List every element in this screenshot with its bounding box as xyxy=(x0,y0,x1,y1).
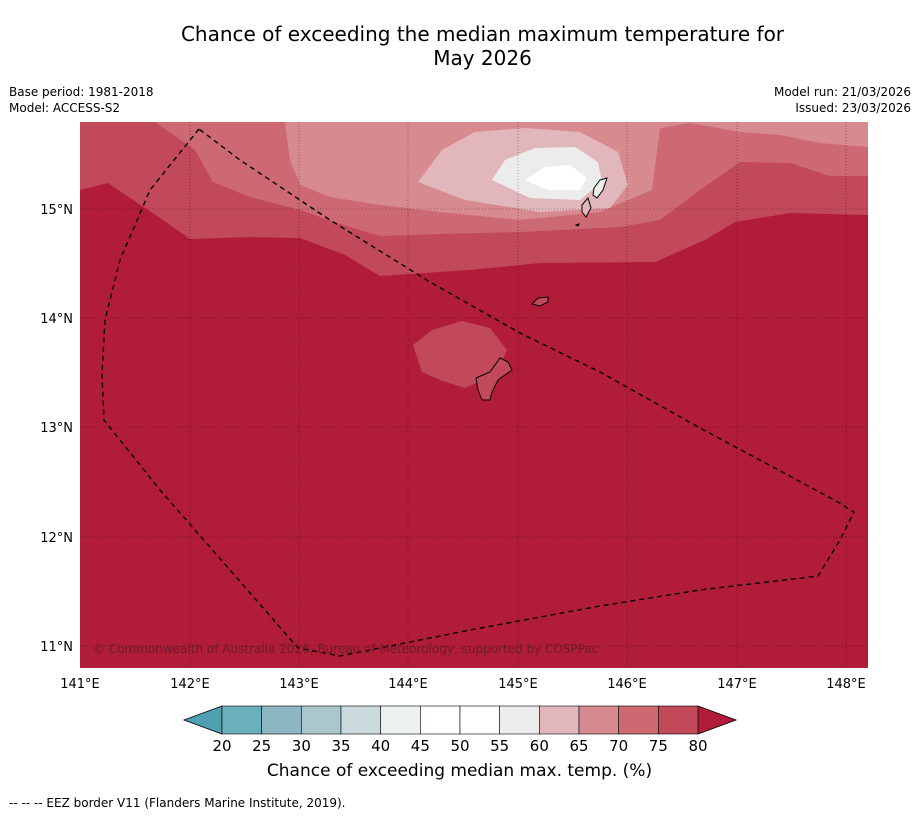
aguijan-island xyxy=(574,223,580,227)
colorbar-high-extend xyxy=(697,705,738,735)
colorbar-segment xyxy=(301,705,342,735)
colorbar-label: 50 xyxy=(450,737,469,755)
colorbar-label: 40 xyxy=(371,737,390,755)
colorbar-label: 75 xyxy=(649,737,668,755)
model-run: Model run: 21/03/2026 xyxy=(773,85,911,99)
map-title: Chance of exceeding the median maximum t… xyxy=(0,22,919,70)
colorbar-label: 35 xyxy=(331,737,350,755)
colorbar-label: 80 xyxy=(688,737,707,755)
islands xyxy=(475,177,608,401)
eez-border xyxy=(101,128,855,657)
lat-tick-14: 14°N xyxy=(40,312,73,327)
lon-tick-144: 144°E xyxy=(388,677,428,692)
guam-warm-patch xyxy=(413,321,507,388)
colorbar-label: 60 xyxy=(530,737,549,755)
lon-tick-labels: 141°E 142°E 143°E 144°E 145°E 146°E 147°… xyxy=(60,677,866,692)
title-line-2: May 2026 xyxy=(433,46,532,70)
lon-tick-146: 146°E xyxy=(607,677,647,692)
colorbar-segment xyxy=(340,705,381,735)
model-name: Model: ACCESS-S2 xyxy=(9,101,121,115)
colorbar-label: 70 xyxy=(609,737,628,755)
colorbar-label: 45 xyxy=(411,737,430,755)
eez-footnote: -- -- -- EEZ border V11 (Flanders Marine… xyxy=(9,796,346,810)
lat-tick-labels: 15°N 14°N 13°N 12°N 11°N xyxy=(40,203,73,655)
colorbar-segment xyxy=(459,705,500,735)
colorbar-label: 55 xyxy=(490,737,509,755)
colorbar-segment xyxy=(658,705,699,735)
colorbar-segment xyxy=(261,705,302,735)
colorbar-title: Chance of exceeding median max. temp. (%… xyxy=(266,761,653,781)
lat-tick-11: 11°N xyxy=(40,640,73,655)
colorbar-segment xyxy=(578,705,619,735)
saipan-island xyxy=(592,177,608,199)
colorbar-label: 30 xyxy=(292,737,311,755)
title-line-1: Chance of exceeding the median maximum t… xyxy=(180,22,785,46)
rota-island xyxy=(531,296,549,307)
base-period: Base period: 1981-2018 xyxy=(9,85,154,99)
map-area: © Commonwealth of Australia 2026, Bureau… xyxy=(80,122,868,668)
colorbar-low-extend xyxy=(182,705,223,735)
colorbar-segment xyxy=(618,705,659,735)
copyright-text: © Commonwealth of Australia 2026, Bureau… xyxy=(93,642,598,656)
lon-tick-145: 145°E xyxy=(498,677,538,692)
colorbar-segment xyxy=(380,705,421,735)
colorbar-label: 65 xyxy=(569,737,588,755)
lon-tick-141: 141°E xyxy=(60,677,100,692)
lon-tick-142: 142°E xyxy=(170,677,210,692)
colorbar-label: 20 xyxy=(212,737,231,755)
colorbar: 20 25 30 35 40 45 50 55 60 65 70 75 80 xyxy=(182,705,738,755)
lat-tick-13: 13°N xyxy=(40,421,73,436)
colorbar-segment xyxy=(539,705,580,735)
meta-right: Model run: 21/03/2026 Issued: 23/03/2026 xyxy=(774,84,911,116)
lon-tick-148: 148°E xyxy=(826,677,866,692)
lon-tick-147: 147°E xyxy=(717,677,757,692)
lat-tick-15: 15°N xyxy=(40,203,73,218)
issued-date: Issued: 23/03/2026 xyxy=(795,101,911,115)
meta-left: Base period: 1981-2018 Model: ACCESS-S2 xyxy=(9,84,154,116)
colorbar-label: 25 xyxy=(252,737,271,755)
lon-tick-143: 143°E xyxy=(279,677,319,692)
band-50 xyxy=(525,165,587,190)
colorbar-segment xyxy=(420,705,461,735)
colorbar-segment xyxy=(221,705,262,735)
graticule xyxy=(80,122,868,668)
guam-island xyxy=(475,357,513,401)
colorbar-segment xyxy=(499,705,540,735)
tinian-island xyxy=(581,196,592,218)
lat-tick-12: 12°N xyxy=(40,531,73,546)
